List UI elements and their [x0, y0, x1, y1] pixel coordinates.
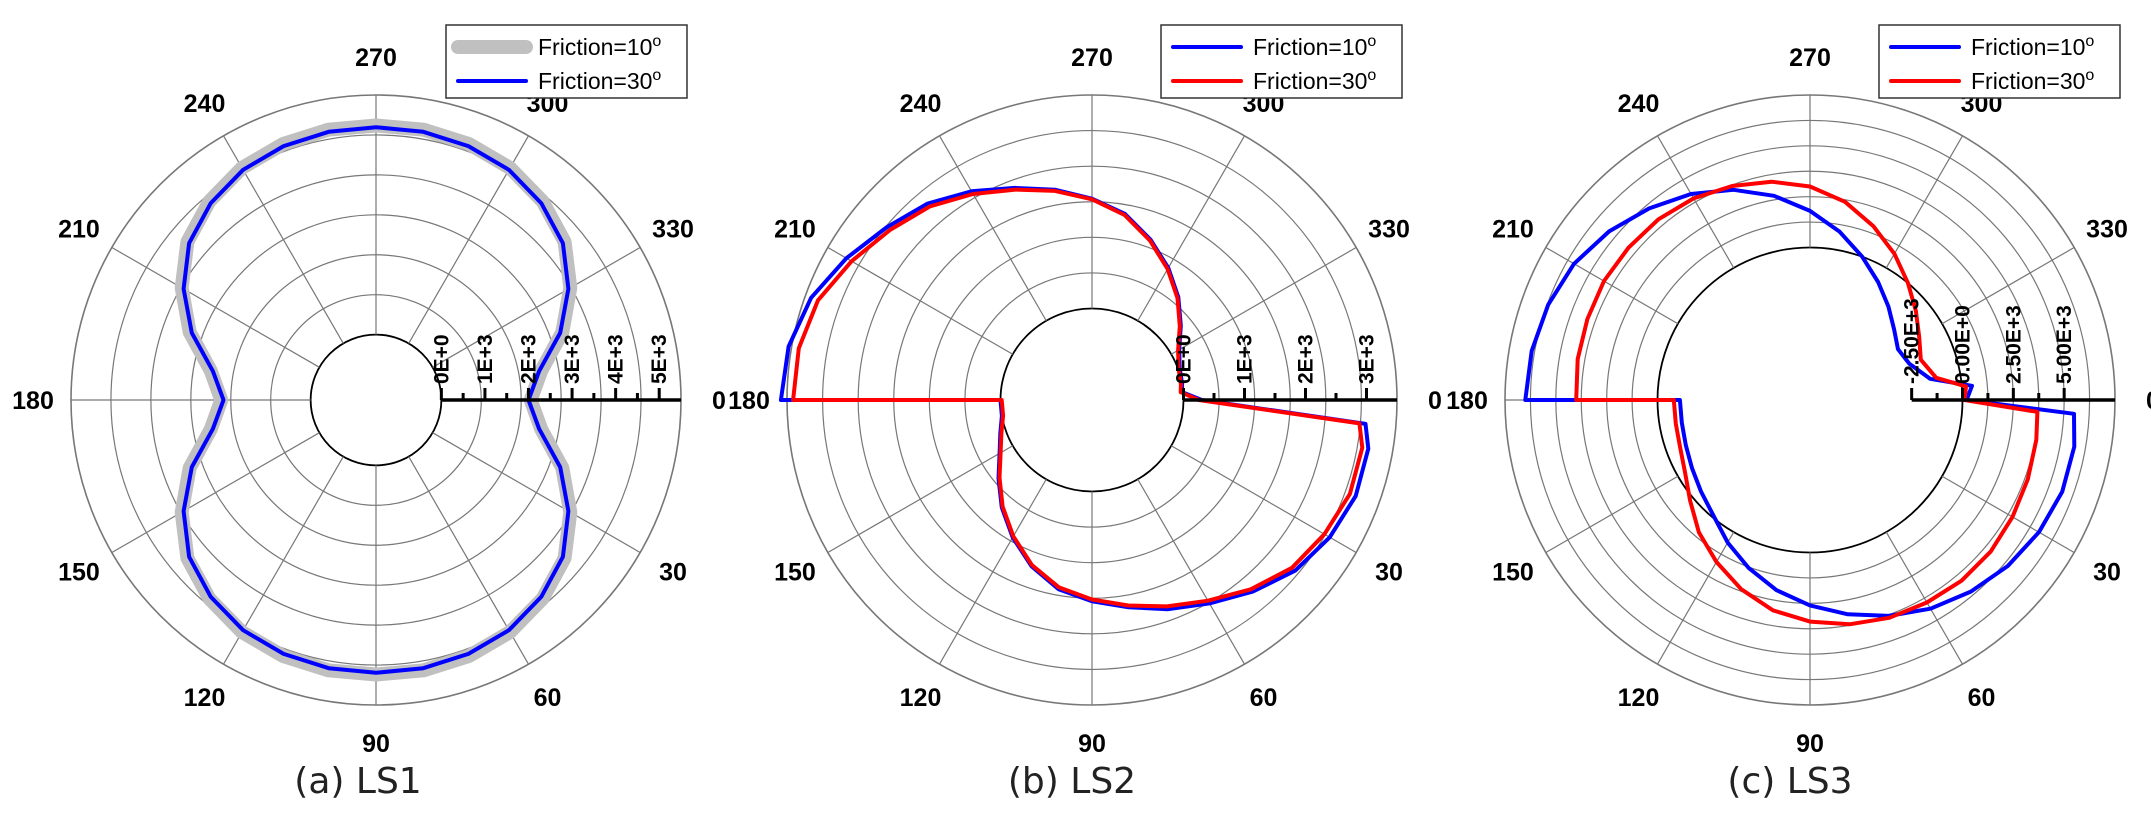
angle-label: 270 — [1071, 44, 1113, 72]
grid-spoke — [1137, 135, 1246, 322]
angle-label: 120 — [1618, 684, 1660, 712]
legend-box — [445, 24, 688, 99]
grid-spoke — [1941, 246, 2075, 325]
angle-label: 330 — [2086, 216, 2128, 244]
angle-label: 120 — [900, 684, 942, 712]
grid-spoke — [1885, 135, 1964, 269]
radial-tick-label: 2E+3 — [518, 334, 541, 384]
angle-label: 330 — [652, 216, 694, 244]
legend-degree-sup: o — [1367, 67, 1376, 84]
angle-label: 150 — [1492, 559, 1534, 587]
grid-spoke — [827, 445, 1014, 554]
grid-spoke — [432, 432, 641, 554]
panel-caption: (c) LS3 — [1727, 761, 1852, 802]
angle-label: 210 — [774, 216, 816, 244]
legend-box — [1878, 24, 2121, 99]
grid-spoke — [1656, 135, 1735, 269]
angle-label: 30 — [1375, 559, 1403, 587]
radial-tick-label: 2E+3 — [1295, 334, 1318, 384]
angle-label: 330 — [1368, 216, 1410, 244]
angle-label: 210 — [1492, 216, 1534, 244]
angle-label: 120 — [184, 684, 226, 712]
radial-tick-label: 0E+0 — [430, 334, 453, 384]
radial-tick-label: 3E+3 — [1356, 334, 1379, 384]
angle-label: 150 — [58, 559, 100, 587]
series-line-1 — [174, 118, 578, 682]
radial-tick-label: 0E+0 — [1173, 334, 1196, 384]
angle-label: 240 — [900, 90, 942, 118]
legend-label: Friction=30o — [1971, 67, 2094, 94]
legend-degree-sup: o — [2085, 33, 2094, 50]
legend-box — [1160, 24, 1403, 99]
grid-spoke — [938, 478, 1047, 665]
legend-label: Friction=10o — [538, 33, 661, 60]
legend-degree-sup: o — [652, 67, 661, 84]
angle-label: 0 — [712, 387, 726, 415]
grid-spoke — [938, 135, 1047, 322]
panel-caption: (a) LS1 — [294, 761, 421, 802]
radial-tick-label: 1E+3 — [474, 334, 497, 384]
panel-caption: (b) LS2 — [1008, 761, 1136, 802]
legend-label: Friction=30o — [1253, 67, 1376, 94]
angle-label: 180 — [1446, 387, 1488, 415]
polar-panel-3: 0306090120150180210240270300330-2.50E+30… — [1446, 24, 2151, 802]
radial-tick-label: 3E+3 — [561, 334, 584, 384]
legend-label: Friction=10o — [1253, 33, 1376, 60]
legend: Friction=10o Friction=30o — [445, 24, 688, 99]
series-line-2 — [791, 187, 1365, 609]
angle-label: 270 — [1789, 44, 1831, 72]
angle-label: 240 — [184, 90, 226, 118]
grid-spoke — [111, 246, 320, 368]
angle-label: 180 — [12, 387, 54, 415]
angle-label: 60 — [1250, 684, 1278, 712]
grid-spoke — [1885, 531, 1964, 665]
grid-spoke — [827, 246, 1014, 355]
angle-label: 150 — [774, 559, 816, 587]
legend-degree-sup: o — [1367, 33, 1376, 50]
legend: Friction=10o Friction=30o — [1878, 24, 2121, 99]
series-line-2 — [181, 125, 571, 675]
angle-label: 90 — [1796, 730, 1824, 758]
grid-spoke — [1545, 475, 1679, 554]
grid-spoke — [1941, 475, 2075, 554]
angle-label: 60 — [534, 684, 562, 712]
series-line-2 — [1574, 179, 2040, 627]
legend-label: Friction=30o — [538, 67, 661, 94]
inner-circle — [309, 333, 443, 467]
radial-tick-label: 5E+3 — [648, 334, 671, 384]
radial-tick-label: 0.00E+0 — [1952, 305, 1975, 384]
radial-tick-label: -2.50E+3 — [1901, 298, 1924, 384]
angle-label: 240 — [1618, 90, 1660, 118]
legend-degree-sup: o — [652, 33, 661, 50]
angle-label: 30 — [2093, 559, 2121, 587]
legend: Friction=10o Friction=30o — [1160, 24, 1403, 99]
radial-tick-label: 4E+3 — [605, 334, 628, 384]
angle-label: 90 — [362, 730, 390, 758]
grid-spoke — [111, 432, 320, 554]
grid-spoke — [1545, 246, 1679, 325]
angle-label: 60 — [1968, 684, 1996, 712]
angle-label: 180 — [728, 387, 770, 415]
grid-spoke — [432, 246, 641, 368]
angle-label: 0 — [2146, 387, 2151, 415]
legend-label: Friction=10o — [1971, 33, 2094, 60]
angle-label: 270 — [355, 44, 397, 72]
angle-label: 30 — [659, 559, 687, 587]
grid-spoke — [1656, 531, 1735, 665]
inner-circle — [999, 307, 1185, 493]
angle-label: 210 — [58, 216, 100, 244]
legend-degree-sup: o — [2085, 67, 2094, 84]
radial-tick-label: 5.00E+3 — [2053, 305, 2076, 384]
grid-spoke — [1137, 478, 1246, 665]
grid-spoke — [1170, 246, 1357, 355]
angle-label: 90 — [1078, 730, 1106, 758]
radial-tick-label: 2.50E+3 — [2002, 305, 2025, 384]
angle-label: 0 — [1428, 387, 1442, 415]
radial-tick-label: 1E+3 — [1234, 334, 1257, 384]
